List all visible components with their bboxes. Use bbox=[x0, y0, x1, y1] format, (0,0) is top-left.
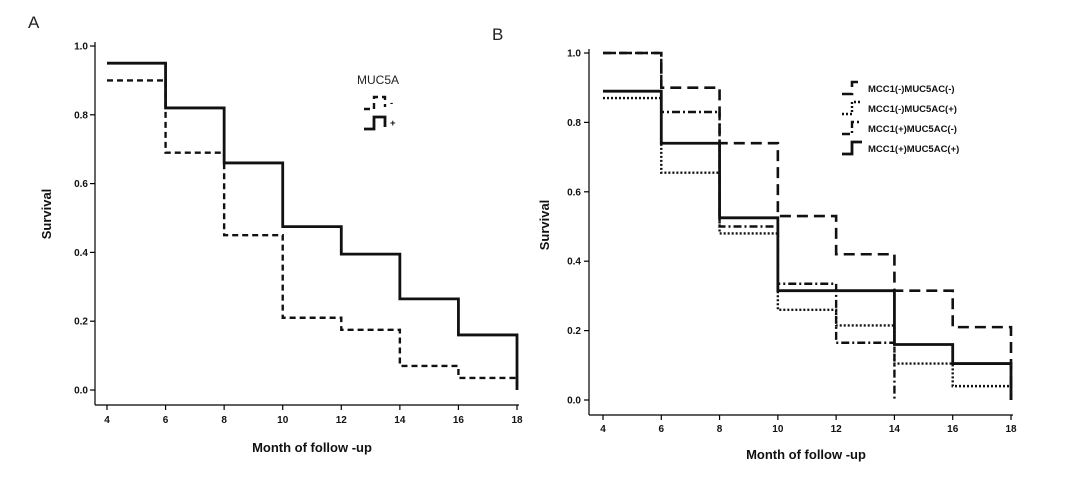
panel-a-y-tick-label: 0.4 bbox=[74, 248, 88, 259]
panel-b-y-tick-label: 0.4 bbox=[567, 257, 581, 268]
panel-a: A 4 6 8 10 12 14 16 18 0.0 0.2 0.4 0.6 0.8 1.0 Month … bbox=[28, 13, 523, 455]
panel-a-axes: 4 6 8 10 12 14 16 18 0.0 0.2 0.4 0.6 0.8 1.0 bbox=[74, 42, 523, 427]
panel-a-x-tick-label: 6 bbox=[163, 415, 169, 426]
panel-b-series-4-line bbox=[603, 89, 1013, 400]
panel-b-x-tick-label: 12 bbox=[831, 424, 843, 435]
panel-b-y-tick-label: 1.0 bbox=[567, 49, 581, 60]
panel-a-y-tick-label: 0.8 bbox=[74, 110, 88, 121]
panel-b-x-tick-label: 6 bbox=[659, 424, 665, 435]
panel-b-y-tick-label: 0.8 bbox=[567, 118, 581, 129]
panel-b-axes: 4 6 8 10 12 14 16 18 0.0 0.2 0.4 0.6 0.8 1.0 bbox=[567, 49, 1017, 436]
panel-a-y-tick-label: 0.0 bbox=[74, 386, 88, 397]
panel-b: B 4 6 8 10 12 14 16 18 0.0 0.2 0.4 0.6 0.8 1.0 Month … bbox=[492, 25, 1017, 462]
panel-b-legend-label-3: MCC1(+)MUC5AC(-) bbox=[868, 124, 957, 135]
panel-b-y-tick-label: 0.2 bbox=[567, 326, 581, 337]
panel-a-legend: MUC5A -+ bbox=[357, 73, 399, 131]
panel-b-series-2-line bbox=[603, 96, 1013, 400]
panel-b-x-tick-label: 16 bbox=[947, 424, 959, 435]
panel-b-legend-label-2: MCC1(-)MUC5AC(+) bbox=[868, 104, 957, 115]
panel-b-legend-key-3 bbox=[842, 120, 862, 136]
panel-b-x-tick-label: 18 bbox=[1005, 424, 1017, 435]
panel-a-x-tick-label: 14 bbox=[394, 415, 406, 426]
panel-b-y-axis-title: Survival bbox=[537, 200, 552, 251]
panel-b-y-tick-label: 0.6 bbox=[567, 187, 581, 198]
panel-b-legend: MCC1(-)MUC5AC(-) MCC1(-)MUC5AC(+) MCC1(+)M… bbox=[842, 80, 959, 156]
panel-a-legend-key-1 bbox=[364, 95, 387, 111]
panel-b-legend-key-2 bbox=[842, 100, 862, 116]
panel-a-x-tick-label: 4 bbox=[104, 415, 110, 426]
panel-b-legend-label-4: MCC1(+)MUC5AC(+) bbox=[868, 144, 959, 155]
panel-b-letter: B bbox=[492, 25, 503, 44]
panel-b-x-tick-label: 10 bbox=[772, 424, 784, 435]
panel-a-series-1-line bbox=[107, 79, 519, 390]
panel-b-x-axis-title: Month of follow -up bbox=[746, 447, 866, 462]
panel-a-legend-marks: -+ bbox=[364, 95, 396, 131]
panel-b-x-tick-label: 14 bbox=[889, 424, 901, 435]
panel-b-x-tick-label: 8 bbox=[717, 424, 723, 435]
panel-a-x-tick-label: 10 bbox=[277, 415, 289, 426]
panel-a-y-tick-label: 1.0 bbox=[74, 42, 88, 53]
panel-a-x-axis-title: Month of follow -up bbox=[252, 440, 372, 455]
panel-a-y-tick-label: 0.6 bbox=[74, 179, 88, 190]
panel-a-x-tick-label: 18 bbox=[511, 415, 523, 426]
panel-b-series-3-line bbox=[603, 51, 896, 400]
panel-b-series-1-line bbox=[603, 51, 1013, 400]
panel-b-series bbox=[603, 51, 1013, 400]
panel-a-y-axis-title: Survival bbox=[39, 189, 54, 240]
panel-a-x-tick-label: 12 bbox=[336, 415, 348, 426]
panel-a-x-tick-label: 8 bbox=[221, 415, 227, 426]
panel-b-legend-key-1 bbox=[842, 80, 862, 96]
panel-a-legend-label-2: + bbox=[390, 118, 396, 129]
panel-b-y-tick-label: 0.0 bbox=[567, 396, 581, 407]
panel-a-letter: A bbox=[28, 13, 40, 32]
panel-b-legend-label-1: MCC1(-)MUC5AC(-) bbox=[868, 84, 955, 95]
panel-a-legend-title: MUC5A bbox=[357, 73, 399, 87]
panel-b-x-tick-label: 4 bbox=[600, 424, 606, 435]
panel-a-y-tick-label: 0.2 bbox=[74, 317, 88, 328]
panel-a-legend-label-1: - bbox=[390, 98, 393, 109]
panel-b-legend-key-4 bbox=[842, 140, 862, 156]
panel-a-legend-key-2 bbox=[364, 115, 387, 131]
panel-a-series-2-line bbox=[107, 61, 519, 390]
panel-a-series bbox=[107, 61, 519, 390]
panel-a-x-tick-label: 16 bbox=[453, 415, 465, 426]
